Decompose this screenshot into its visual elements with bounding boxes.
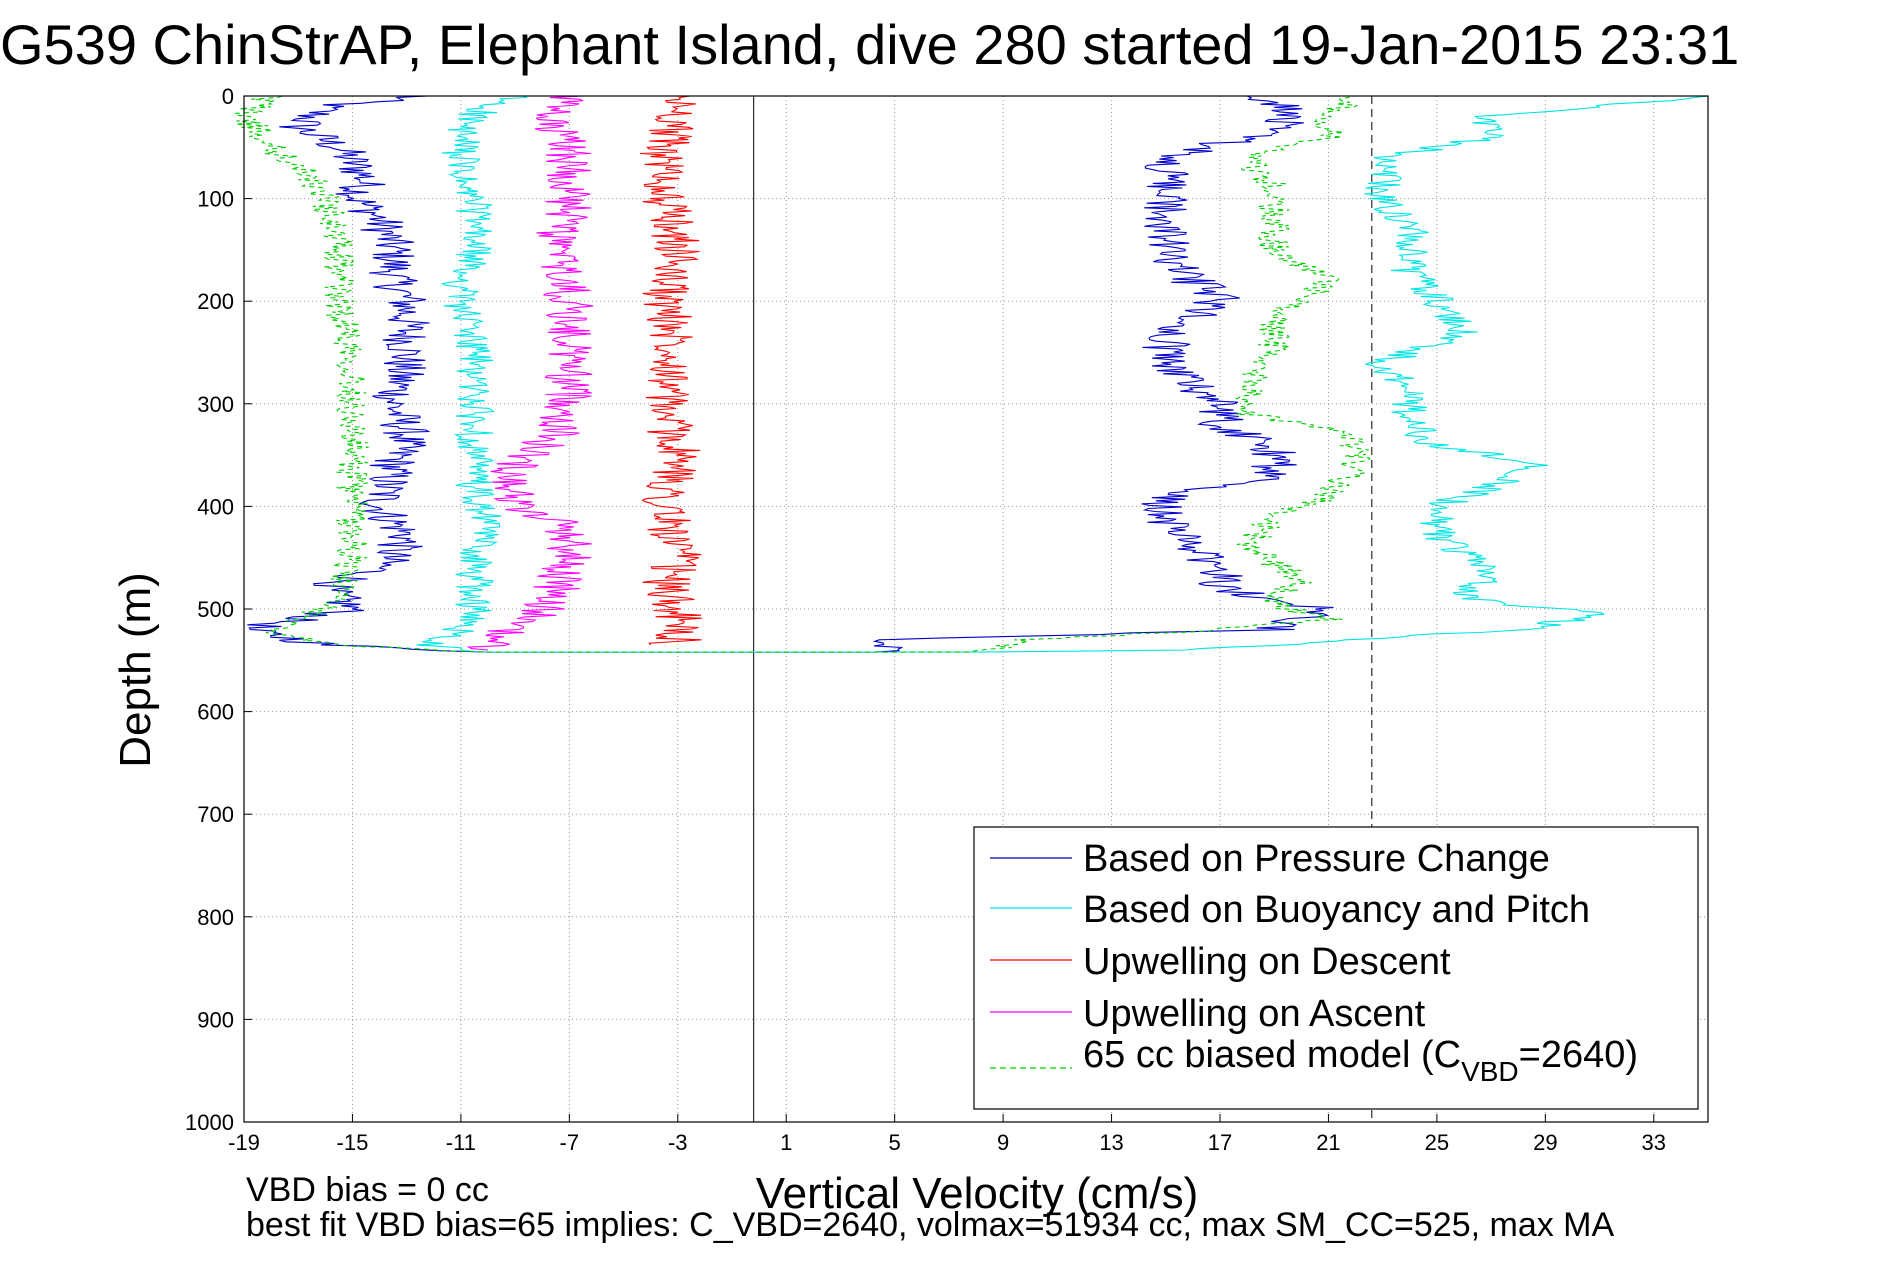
legend-label-buoyancy: Based on Buoyancy and Pitch bbox=[1083, 889, 1590, 931]
y-tick-label: 1000 bbox=[185, 1110, 234, 1135]
x-tick-label: -11 bbox=[446, 1130, 476, 1155]
y-tick-label: 500 bbox=[197, 597, 234, 622]
x-tick-label: -19 bbox=[228, 1130, 260, 1155]
series-line-2 bbox=[639, 95, 702, 646]
x-tick-label: 33 bbox=[1642, 1130, 1666, 1155]
y-tick-label: 200 bbox=[197, 289, 234, 314]
x-tick-label: 1 bbox=[780, 1130, 792, 1155]
y-tick-label: 700 bbox=[197, 802, 234, 827]
x-tick-label: 9 bbox=[997, 1130, 1009, 1155]
series-line-3 bbox=[466, 95, 594, 651]
reference-lines bbox=[753, 96, 1373, 1122]
series-line-0 bbox=[247, 95, 1334, 653]
y-tick-label: 300 bbox=[197, 392, 234, 417]
x-tick-label: -15 bbox=[337, 1130, 369, 1155]
y-tick-label: 600 bbox=[197, 700, 234, 725]
y-tick-label: 900 bbox=[197, 1007, 234, 1032]
x-tick-label: 5 bbox=[889, 1130, 901, 1155]
series-group bbox=[233, 95, 1709, 653]
y-axis-label: Depth (m) bbox=[111, 572, 160, 768]
legend-label-pressure: Based on Pressure Change bbox=[1083, 838, 1550, 880]
x-axis-ticks: -19 -15 -11 -7 -3 1 5 9 13 17 21 25 29 33 bbox=[228, 1114, 1666, 1155]
chart-title: G539 ChinStrAP, Elephant Island, dive 28… bbox=[0, 13, 1739, 76]
legend: Based on Pressure Change Based on Buoyan… bbox=[973, 826, 1699, 1110]
x-tick-label: 13 bbox=[1099, 1130, 1123, 1155]
vbd-bias-note: VBD bias = 0 cc bbox=[246, 1171, 489, 1209]
series-line-1 bbox=[416, 95, 1709, 653]
legend-label-ascent: Upwelling on Ascent bbox=[1083, 993, 1426, 1035]
x-axis-label: Vertical Velocity (cm/s) bbox=[756, 1169, 1199, 1218]
x-tick-label: -7 bbox=[560, 1130, 580, 1155]
x-tick-label: 25 bbox=[1425, 1130, 1449, 1155]
x-tick-label: 17 bbox=[1208, 1130, 1232, 1155]
y-tick-label: 100 bbox=[197, 187, 234, 212]
y-axis-ticks: 0 100 200 300 400 500 600 700 800 900 1000 bbox=[185, 84, 252, 1135]
y-tick-label: 0 bbox=[222, 84, 234, 109]
x-tick-label: 29 bbox=[1533, 1130, 1557, 1155]
x-tick-label: -3 bbox=[668, 1130, 688, 1155]
legend-box bbox=[973, 826, 1699, 1110]
legend-label-descent: Upwelling on Descent bbox=[1083, 941, 1451, 983]
y-tick-label: 800 bbox=[197, 905, 234, 930]
legend-label-model: 65 cc biased model (CVBD=2640) bbox=[1083, 1034, 1638, 1087]
best-fit-note: best fit VBD bias=65 implies: C_VBD=2640… bbox=[246, 1206, 1615, 1244]
series-line-4 bbox=[233, 95, 1371, 653]
y-tick-label: 400 bbox=[197, 494, 234, 519]
x-tick-label: 21 bbox=[1316, 1130, 1340, 1155]
